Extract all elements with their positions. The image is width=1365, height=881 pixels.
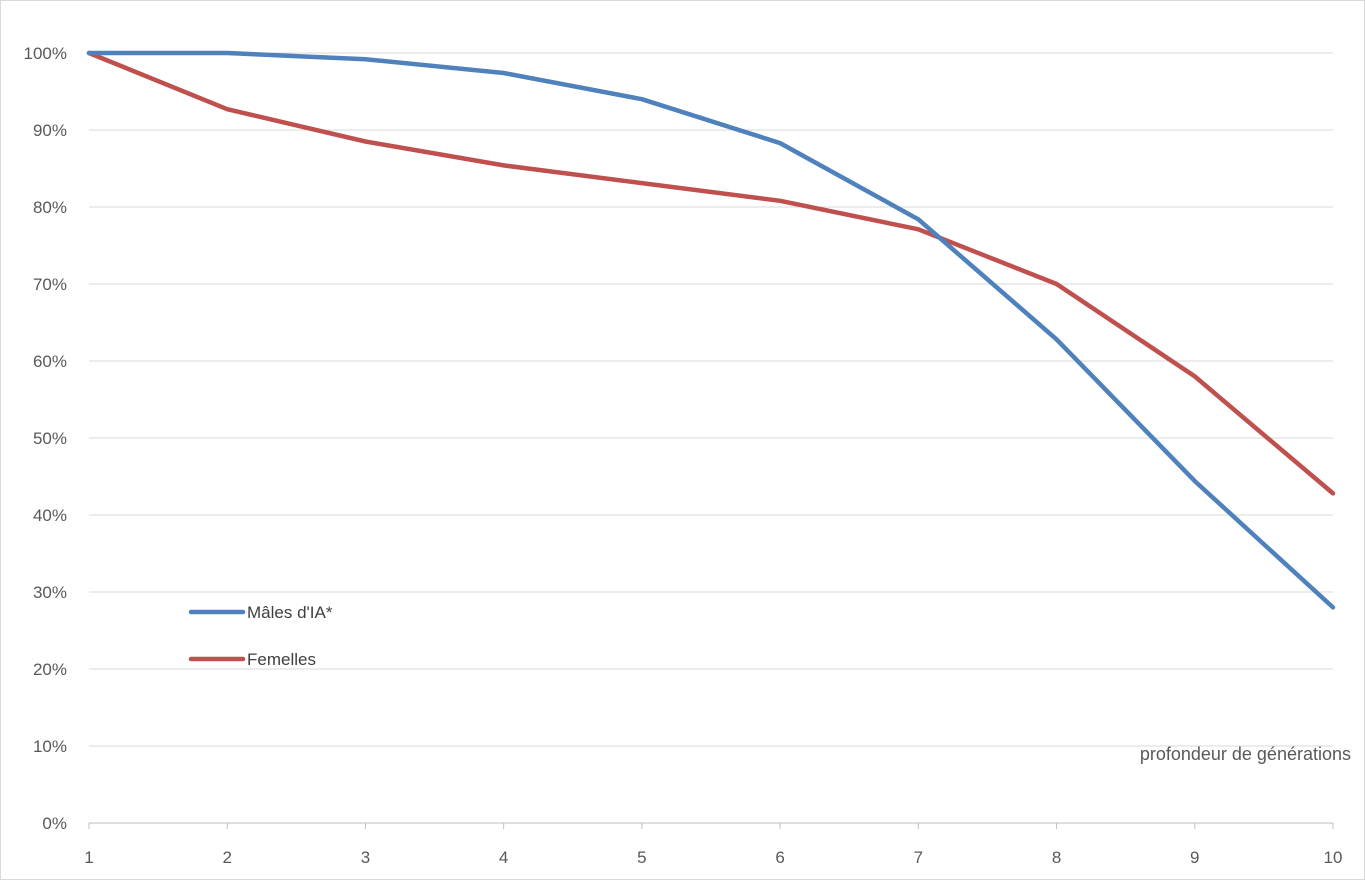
y-tick-label: 40%	[33, 506, 67, 525]
x-tick-label: 5	[637, 848, 646, 867]
x-tick-label: 10	[1324, 848, 1343, 867]
y-tick-label: 70%	[33, 275, 67, 294]
series-lines	[86, 50, 1336, 610]
x-tick-labels: 1 2 3 4 5 6 7 8 9 10	[84, 848, 1342, 867]
series-line-1	[86, 50, 1336, 610]
series-line-2	[86, 50, 1336, 496]
x-tick-label: 9	[1190, 848, 1199, 867]
y-tick-labels: 0% 10% 20% 30% 40% 50% 60% 70% 80% 90% 100%	[24, 44, 67, 833]
y-tick-label: 10%	[33, 737, 67, 756]
legend-label: Femelles	[247, 650, 316, 669]
y-tick-label: 80%	[33, 198, 67, 217]
y-tick-label: 60%	[33, 352, 67, 371]
x-tick-label: 4	[499, 848, 508, 867]
x-tick-label: 8	[1052, 848, 1061, 867]
y-tick-label: 0%	[42, 814, 67, 833]
y-tick-label: 50%	[33, 429, 67, 448]
legend-label: Mâles d'IA*	[247, 603, 333, 622]
x-tick-label: 3	[361, 848, 370, 867]
x-tick-label: 7	[914, 848, 923, 867]
gridlines	[89, 52, 1333, 747]
y-tick-label: 100%	[24, 44, 67, 63]
x-axis-title: profondeur de générations	[1140, 744, 1351, 764]
y-tick-label: 30%	[33, 583, 67, 602]
x-tick-label: 2	[222, 848, 231, 867]
x-tick-label: 6	[775, 848, 784, 867]
y-tick-label: 90%	[33, 121, 67, 140]
legend: Mâles d'IA* Femelles	[188, 603, 333, 669]
x-tick-label: 1	[84, 848, 93, 867]
y-tick-label: 20%	[33, 660, 67, 679]
axes	[88, 822, 1334, 829]
